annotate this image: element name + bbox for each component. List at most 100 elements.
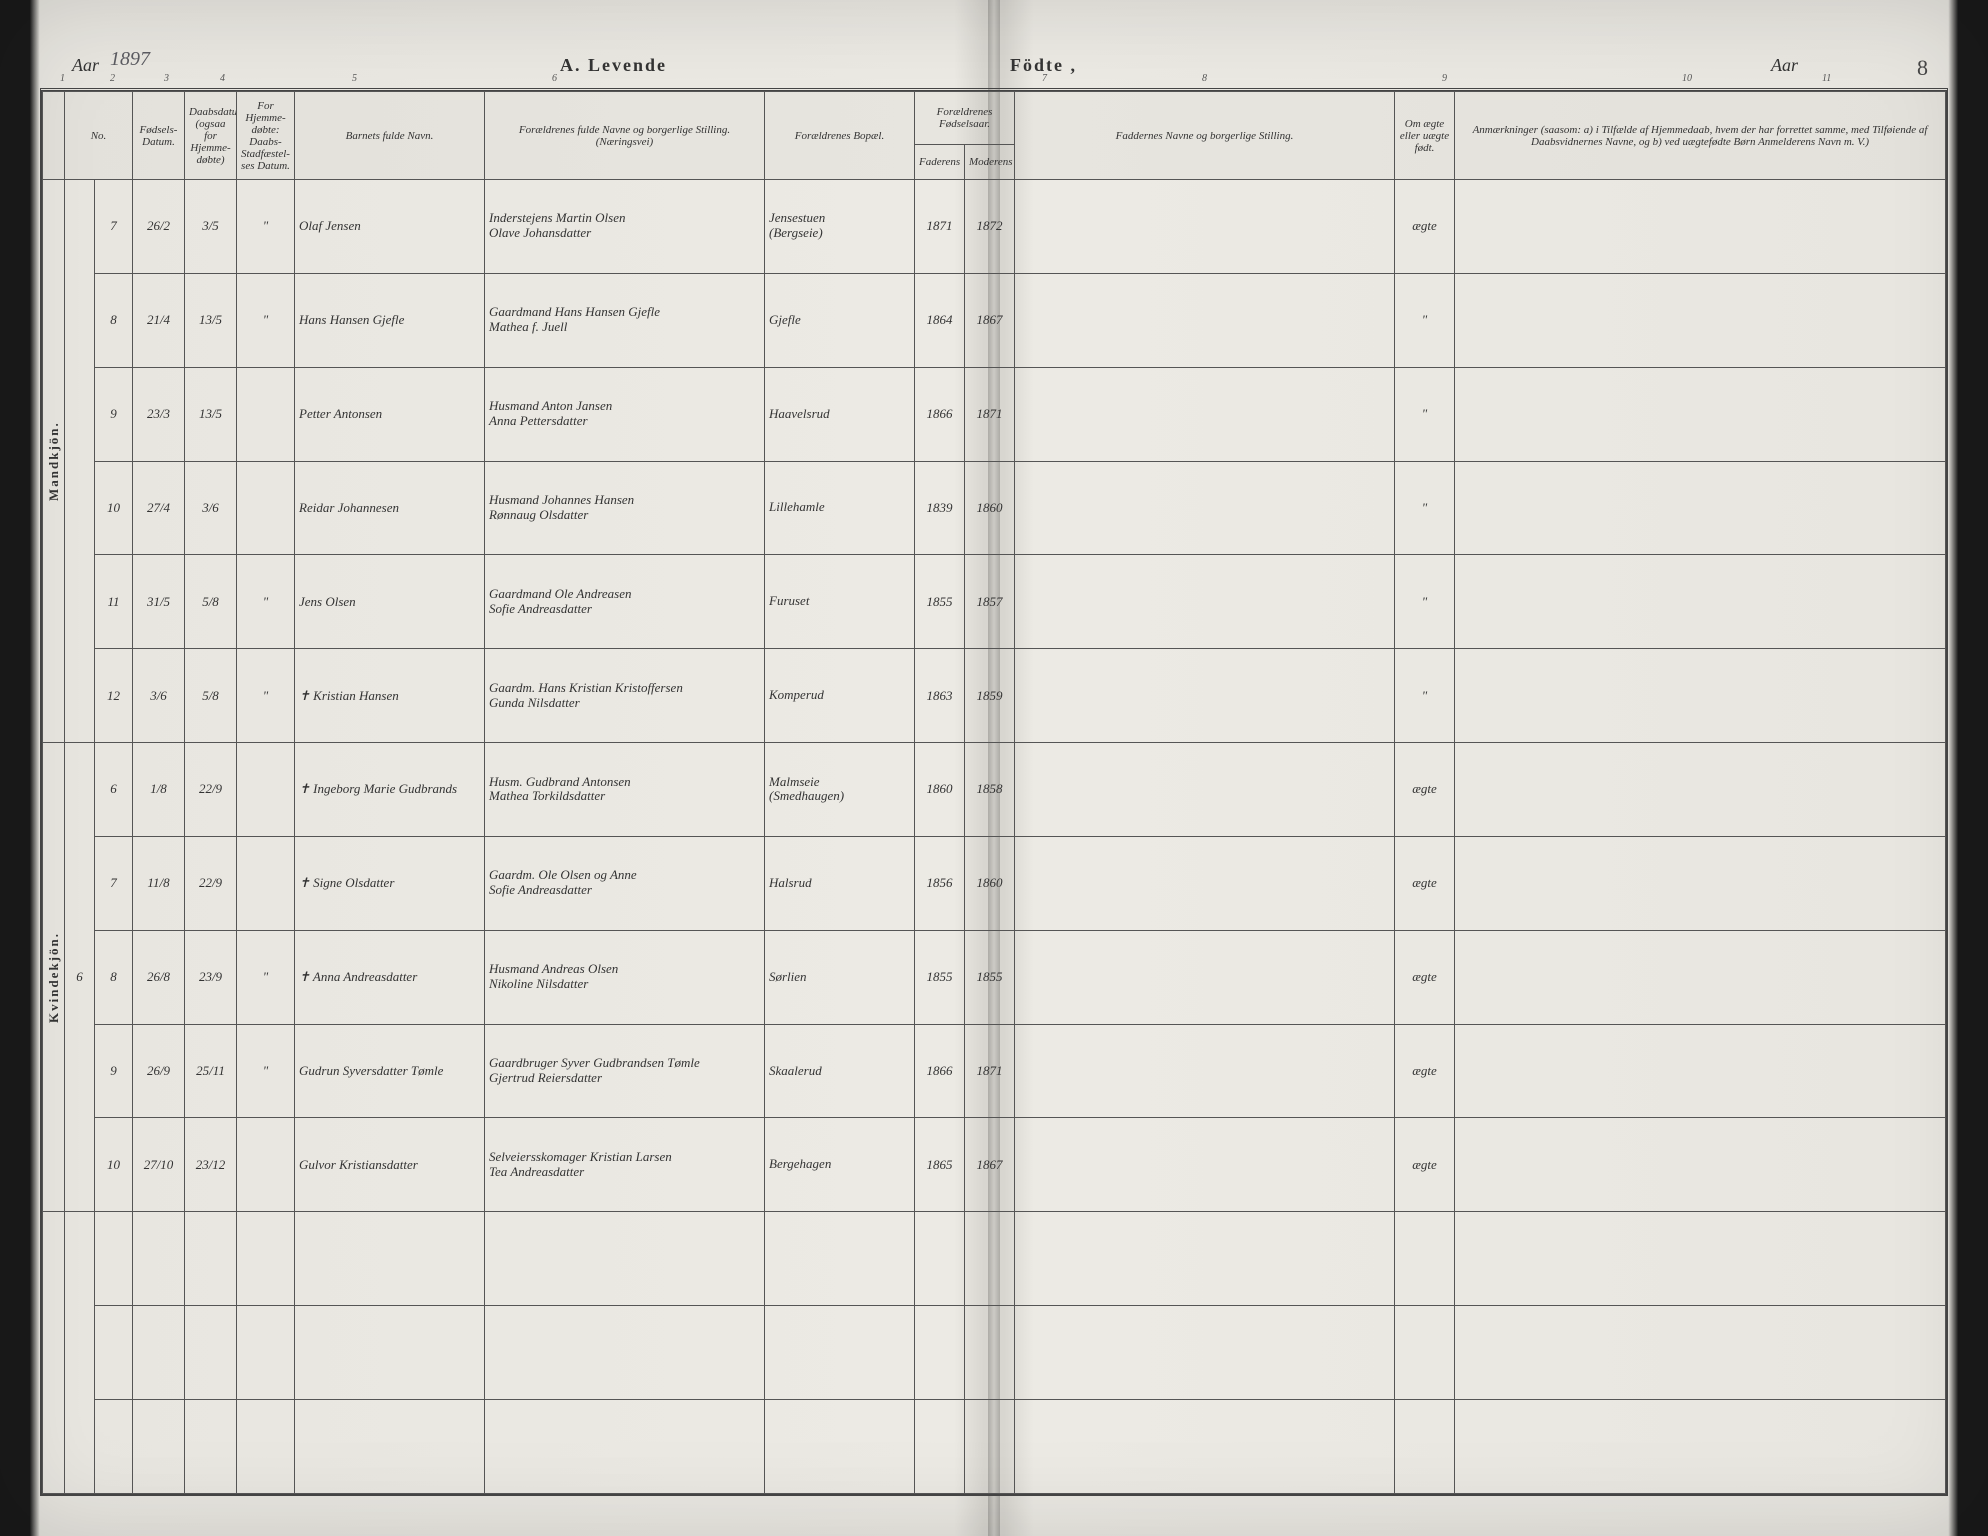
mother-year: 1872 (965, 180, 1015, 274)
table-row: 711/822/9✝ Signe OlsdatterGaardm. Ole Ol… (43, 836, 1946, 930)
birth-date: 26/8 (133, 930, 185, 1024)
father-year: 1871 (915, 180, 965, 274)
bapt-date: 25/11 (185, 1024, 237, 1118)
coln-6: 6 (552, 73, 557, 84)
parents: Husm. Gudbrand AntonsenMathea Torkildsda… (485, 743, 765, 837)
empty-cell (133, 1212, 185, 1306)
father-year: 1860 (915, 743, 965, 837)
abode: Gjefle (765, 273, 915, 367)
bapt-date: 22/9 (185, 836, 237, 930)
abode: Sørlien (765, 930, 915, 1024)
row-no: 10 (95, 461, 133, 555)
hdr-birthyears: Forældrenes Fødselsaar. (915, 92, 1015, 145)
birth-date: 26/9 (133, 1024, 185, 1118)
bapt-date: 22/9 (185, 743, 237, 837)
empty-cell (185, 1212, 237, 1306)
year-value: 1897 (110, 48, 150, 71)
birth-date: 26/2 (133, 180, 185, 274)
empty-cell (915, 1399, 965, 1493)
mother-year: 1867 (965, 273, 1015, 367)
table-row: 923/313/5Petter AntonsenHusmand Anton Ja… (43, 367, 1946, 461)
empty-cell (1015, 1212, 1395, 1306)
row-no: 12 (95, 649, 133, 743)
empty-cell (237, 1306, 295, 1400)
birth-date: 31/5 (133, 555, 185, 649)
legitimacy: ægte (1395, 1024, 1455, 1118)
conf-date: " (237, 649, 295, 743)
abode: Bergehagen (765, 1118, 915, 1212)
hdr-conf: For Hjemme-døbte: Daabs-Stadfæstel-ses D… (237, 92, 295, 180)
empty-cell (1015, 1399, 1395, 1493)
empty-cell (295, 1212, 485, 1306)
coln-3: 3 (164, 73, 169, 84)
empty-cell (95, 1306, 133, 1400)
table-row: 1027/43/6Reidar JohannesenHusmand Johann… (43, 461, 1946, 555)
birth-date: 1/8 (133, 743, 185, 837)
row-no: 6 (95, 743, 133, 837)
bapt-date: 13/5 (185, 273, 237, 367)
child-name: ✝ Signe Olsdatter (295, 836, 485, 930)
row-no: 10 (95, 1118, 133, 1212)
bapt-date: 3/5 (185, 180, 237, 274)
hdr-birth: Fødsels- Datum. (133, 92, 185, 180)
bapt-date: 5/8 (185, 555, 237, 649)
column-number-row: 1 2 3 4 5 6 7 8 9 10 11 (42, 73, 1946, 87)
table-row: 123/65/8"✝ Kristian HansenGaardm. Hans K… (43, 649, 1946, 743)
row-no: 11 (95, 555, 133, 649)
conf-date (237, 367, 295, 461)
coln-7: 7 (1042, 73, 1047, 84)
empty-cell (185, 1306, 237, 1400)
abode: Furuset (765, 555, 915, 649)
godparents (1015, 555, 1395, 649)
legitimacy: " (1395, 367, 1455, 461)
remarks (1455, 930, 1946, 1024)
empty-cell (1395, 1306, 1455, 1400)
parents: Gaardmand Hans Hansen GjefleMathea f. Ju… (485, 273, 765, 367)
empty-cell (1015, 1306, 1395, 1400)
table-row (43, 1399, 1946, 1493)
mother-year: 1867 (965, 1118, 1015, 1212)
row-no: 9 (95, 1024, 133, 1118)
mother-year: 1871 (965, 1024, 1015, 1118)
empty-cell (237, 1399, 295, 1493)
hdr-child: Barnets fulde Navn. (295, 92, 485, 180)
father-year: 1864 (915, 273, 965, 367)
father-year: 1856 (915, 836, 965, 930)
table-row: 1027/1023/12Gulvor KristiansdatterSelvei… (43, 1118, 1946, 1212)
hdr-abode: Forældrenes Bopæl. (765, 92, 915, 180)
empty-cell (1395, 1212, 1455, 1306)
conf-date: " (237, 180, 295, 274)
empty-cell (1455, 1399, 1946, 1493)
parents: Husmand Andreas OlsenNikoline Nilsdatter (485, 930, 765, 1024)
abode: Jensestuen(Bergseie) (765, 180, 915, 274)
row-no: 9 (95, 367, 133, 461)
remarks (1455, 743, 1946, 837)
empty-cell (915, 1212, 965, 1306)
godparents (1015, 461, 1395, 555)
legitimacy: ægte (1395, 180, 1455, 274)
legitimacy: ægte (1395, 930, 1455, 1024)
godparents (1015, 180, 1395, 274)
coln-1: 1 (60, 73, 65, 84)
row-no: 7 (95, 836, 133, 930)
coln-2: 2 (110, 73, 115, 84)
empty-cell (765, 1306, 915, 1400)
remarks (1455, 555, 1946, 649)
conf-date: " (237, 930, 295, 1024)
godparents (1015, 743, 1395, 837)
empty-cell (485, 1212, 765, 1306)
abode: Lillehamle (765, 461, 915, 555)
abode: Malmseie(Smedhaugen) (765, 743, 915, 837)
mother-year: 1871 (965, 367, 1015, 461)
conf-date (237, 743, 295, 837)
table-row (43, 1306, 1946, 1400)
conf-date (237, 836, 295, 930)
father-year: 1863 (915, 649, 965, 743)
hdr-legit: Om ægte eller uægte født. (1395, 92, 1455, 180)
hdr-parents: Forældrenes fulde Navne og borgerlige St… (485, 92, 765, 180)
child-name: Olaf Jensen (295, 180, 485, 274)
coln-9: 9 (1442, 73, 1447, 84)
remarks (1455, 1118, 1946, 1212)
child-name: Hans Hansen Gjefle (295, 273, 485, 367)
hdr-remarks: Anmærkninger (saasom: a) i Tilfælde af H… (1455, 92, 1946, 180)
